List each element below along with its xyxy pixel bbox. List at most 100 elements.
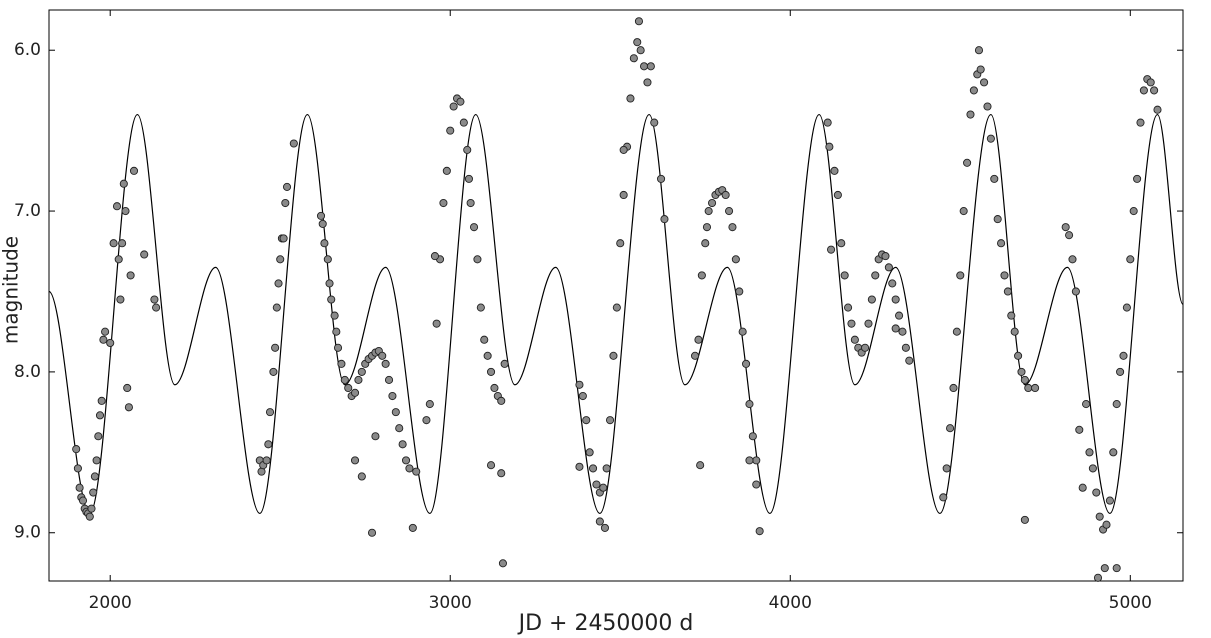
data-point — [1109, 448, 1118, 457]
data-point — [702, 223, 712, 232]
data-point — [1102, 520, 1111, 529]
x-tick-label: 2000 — [89, 593, 132, 613]
data-point — [344, 383, 353, 393]
data-point — [1119, 351, 1128, 360]
data-point — [616, 239, 625, 248]
data-point — [87, 504, 96, 513]
data-point — [898, 327, 907, 336]
data-point — [748, 432, 757, 441]
data-point — [1020, 375, 1029, 384]
data-point — [101, 327, 110, 336]
data-point — [634, 17, 644, 26]
x-tick-label: 3000 — [429, 593, 472, 613]
data-point — [92, 456, 101, 465]
data-point — [847, 319, 856, 328]
data-point — [1105, 496, 1114, 505]
data-point — [949, 383, 958, 393]
data-point — [1153, 105, 1162, 114]
data-point — [738, 327, 747, 336]
data-point — [966, 110, 975, 119]
data-point — [696, 461, 705, 470]
data-point — [1071, 287, 1080, 296]
data-point — [327, 295, 336, 304]
data-point — [745, 400, 754, 409]
data-point — [837, 239, 846, 248]
data-point — [986, 134, 995, 143]
data-point — [1024, 383, 1033, 393]
data-point — [281, 198, 290, 208]
data-point — [959, 207, 968, 216]
data-point — [439, 198, 448, 208]
data-point — [619, 190, 628, 200]
data-point — [330, 311, 339, 320]
data-point — [844, 303, 853, 312]
data-point — [731, 255, 740, 264]
data-point — [1129, 207, 1138, 216]
data-point — [643, 78, 652, 87]
data-point — [1112, 564, 1121, 573]
data-point — [408, 523, 417, 532]
data-point — [752, 480, 761, 489]
data-point — [599, 483, 608, 492]
data-point — [1065, 231, 1074, 240]
data-point — [629, 54, 638, 63]
data-point — [456, 97, 465, 106]
data-point — [827, 245, 836, 254]
data-point — [704, 207, 713, 216]
y-axis-label: magnitude — [0, 236, 23, 344]
data-point — [1126, 255, 1135, 264]
data-point — [850, 335, 859, 344]
data-point — [969, 86, 978, 95]
data-point — [640, 62, 649, 71]
data-point — [320, 239, 329, 248]
data-point — [271, 343, 280, 352]
data-point — [650, 118, 659, 127]
data-point — [340, 375, 349, 384]
data-point — [486, 461, 496, 470]
data-point — [498, 559, 507, 568]
data-point — [605, 416, 615, 425]
data-point — [1078, 483, 1087, 492]
data-point — [884, 263, 893, 272]
data-point — [129, 166, 139, 175]
data-point — [864, 319, 873, 328]
data-point — [1061, 223, 1070, 232]
data-point — [497, 396, 506, 405]
data-point — [755, 527, 764, 536]
data-point — [279, 234, 288, 243]
data-point — [391, 408, 400, 417]
data-point — [354, 375, 363, 384]
data-point — [425, 400, 434, 409]
data-point — [694, 335, 703, 344]
data-point — [888, 279, 897, 288]
data-point — [1100, 564, 1109, 573]
data-point — [997, 239, 1006, 248]
data-point — [262, 456, 271, 465]
data-point — [412, 467, 421, 476]
plot-frame — [48, 9, 1184, 582]
data-point — [269, 367, 278, 376]
y-tick-label: 6.0 — [14, 40, 41, 60]
data-point — [405, 464, 414, 473]
data-point — [473, 255, 482, 264]
data-point — [106, 338, 115, 347]
data-point — [1014, 351, 1023, 360]
data-point — [337, 359, 346, 368]
data-point — [956, 271, 965, 280]
data-point — [466, 198, 475, 208]
data-point — [633, 38, 642, 47]
data-point — [861, 343, 870, 352]
data-point — [274, 279, 283, 288]
data-point — [140, 250, 149, 259]
data-point — [752, 456, 761, 465]
data-point — [646, 62, 655, 71]
data-point — [265, 408, 275, 417]
data-point — [276, 255, 285, 264]
data-point — [401, 456, 411, 465]
data-point — [446, 126, 455, 135]
data-point — [1093, 573, 1103, 582]
data-point — [325, 279, 334, 288]
data-point — [881, 252, 890, 261]
